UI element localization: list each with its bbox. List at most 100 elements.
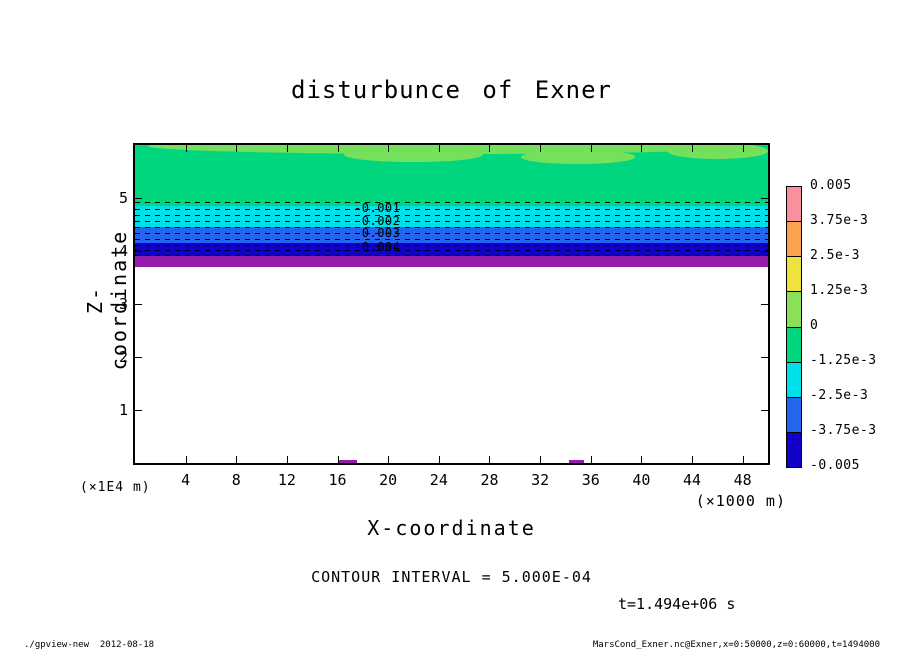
x-tick-mark [489,145,491,152]
x-tick-labels: 4 8 12 16 20 24 28 32 36 40 44 48 [135,471,768,493]
y-tick-mark [135,410,142,411]
colorbar-segment [787,362,801,398]
x-tick-mark [641,145,643,152]
x-tick-label: 36 [581,471,600,489]
y-tick-mark [761,198,768,199]
x-tick-label: 28 [480,471,499,489]
colorbar-label: -0.005 [810,458,860,473]
x-axis-unit: (×1000 m) [695,492,786,510]
plot-fill: -0.001 -0.002 -0.003 -0.004 [135,145,768,463]
x-tick-mark [540,145,542,152]
y-tick-mark [135,198,142,199]
colorbar-label: -3.75e-3 [810,423,877,438]
time-label: t=1.494e+06 s [618,595,736,613]
contour-interval-label: CONTOUR INTERVAL = 5.000E-04 [311,568,592,586]
contour-line [135,214,768,216]
colorbar [786,186,802,468]
tone-patch [521,149,636,164]
x-tick-label: 40 [632,471,651,489]
x-tick-mark [692,456,694,463]
y-tick-labels: 1 2 3 4 5 [92,145,128,463]
colorbar-label: 3.75e-3 [810,213,869,228]
colorbar-label: -2.5e-3 [810,388,869,403]
x-tick-mark [641,456,643,463]
x-tick-mark [692,145,694,152]
x-tick-mark [337,456,339,463]
x-tick-mark [590,456,592,463]
y-tick-mark [135,251,142,252]
x-tick-mark [286,456,288,463]
y-axis-label: Z-coordinate [83,229,131,371]
contour-line [135,255,768,257]
colorbar-segment [787,397,801,433]
x-tick-label: 16 [328,471,347,489]
x-tick-mark [185,145,187,152]
chart-title: disturbunce of Exner [291,76,612,104]
colorbar-segment [787,222,801,258]
y-tick-label: 1 [118,401,128,419]
x-tick-mark [388,145,390,152]
colorbar-label: 0.005 [810,178,852,193]
y-axis-unit: (×1E4 m) [80,480,151,495]
contour-line [135,232,768,234]
y-tick-label: 3 [118,295,128,313]
x-tick-mark [742,145,744,152]
x-tick-label: 8 [231,471,241,489]
colorbar-segment [787,327,801,363]
x-tick-label: 20 [379,471,398,489]
contour-line [135,249,768,251]
tone-patch [343,146,484,163]
x-tick-label: 4 [181,471,191,489]
tone-band [135,266,768,463]
colorbar-label: 2.5e-3 [810,248,860,263]
x-tick-mark [388,456,390,463]
colorbar-label: -1.25e-3 [810,353,877,368]
contour-line [135,244,768,246]
y-tick-mark [761,410,768,411]
x-tick-mark [286,145,288,152]
x-tick-mark [438,145,440,152]
contour-label: -0.004 [354,240,401,255]
x-tick-mark [185,456,187,463]
contour-line [135,202,768,204]
y-tick-mark [135,357,142,358]
x-tick-mark [489,456,491,463]
x-tick-mark [236,145,238,152]
contour-line [135,208,768,210]
x-tick-label: 44 [683,471,702,489]
contour-line [135,238,768,240]
colorbar-segment [787,432,801,467]
contour-line [135,221,768,223]
plot-frame: -0.001 -0.002 -0.003 -0.004 [133,143,770,465]
x-tick-mark [590,145,592,152]
x-tick-label: 12 [277,471,296,489]
x-tick-label: 48 [733,471,752,489]
bottom-mark [569,460,585,463]
x-axis-label: X-coordinate [367,516,536,540]
x-tick-mark [438,456,440,463]
bottom-mark [338,460,357,463]
y-tick-mark [761,357,768,358]
colorbar-segment [787,292,801,328]
contour-label: -0.002 [354,214,401,229]
footer-command: ./gpview-new 2012-08-18 [24,640,155,650]
tone-band [135,243,768,256]
colorbar-labels: 0.005 3.75e-3 2.5e-3 1.25e-3 0 -1.25e-3 -2.5e-… [810,178,890,473]
y-tick-mark [135,304,142,305]
contour-label: -0.003 [354,225,401,240]
colorbar-label: 1.25e-3 [810,283,869,298]
tone-band [135,255,768,267]
colorbar-segment [787,187,801,223]
x-tick-mark [540,456,542,463]
x-tick-mark [236,456,238,463]
y-tick-label: 2 [118,348,128,366]
y-tick-mark [761,251,768,252]
colorbar-segment [787,257,801,293]
footer-source: MarsCond_Exner.nc@Exner,x=0:50000,z=0:60… [592,640,880,650]
colorbar-label: 0 [810,318,819,333]
x-tick-label: 32 [531,471,550,489]
x-tick-mark [337,145,339,152]
contour-label: -0.001 [354,201,401,216]
contour-line [135,227,768,229]
